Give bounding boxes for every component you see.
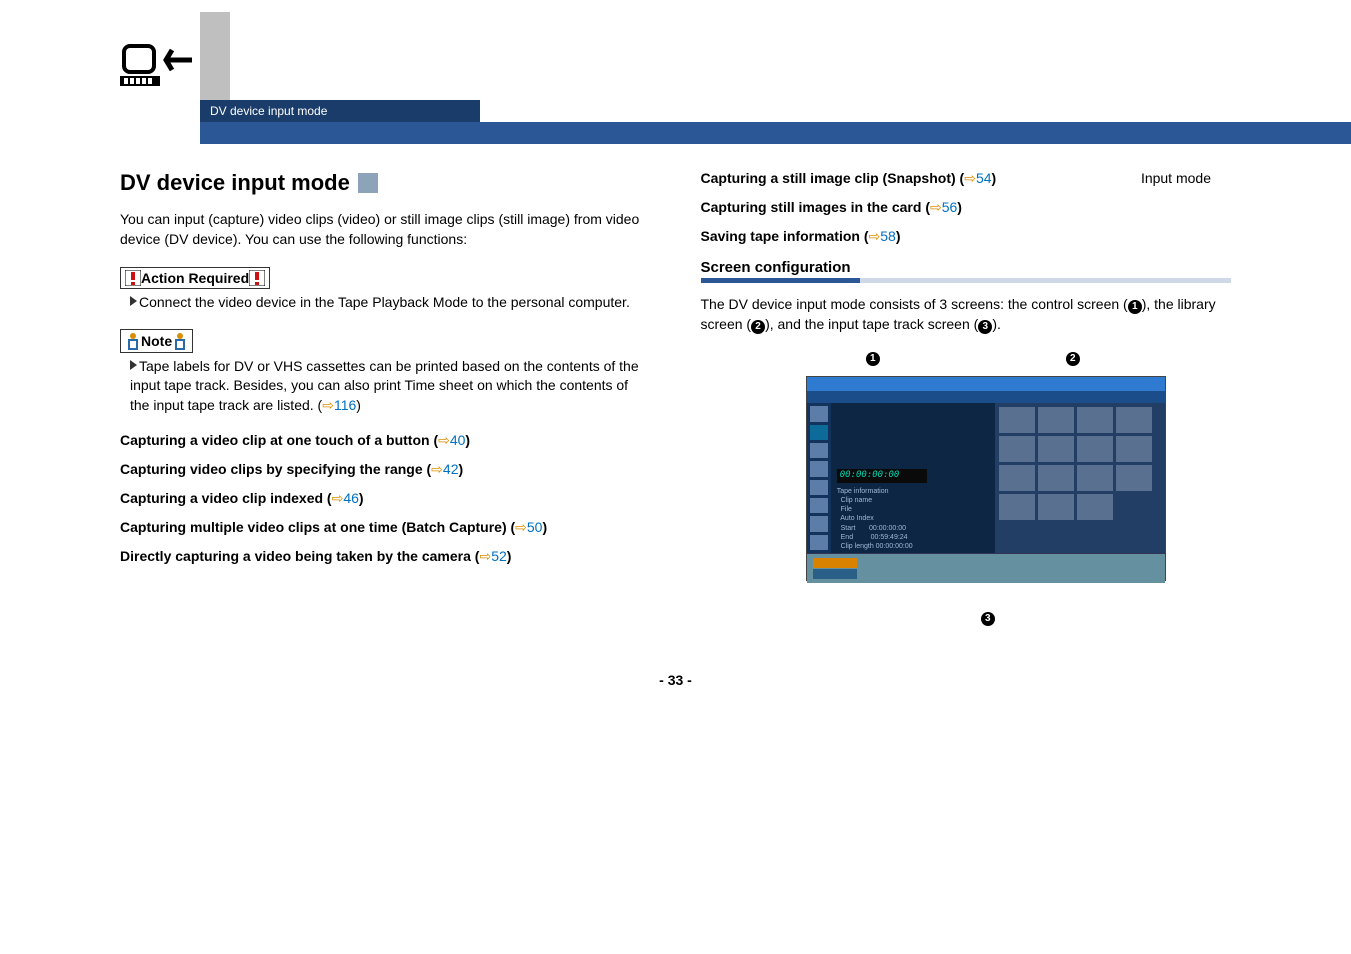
page-ref-link[interactable]: 116 [334,397,356,413]
page-ref-link[interactable]: 54 [976,170,992,186]
switch-view-tab [813,569,857,579]
action-required-label: Action Required [120,267,270,289]
intro-text: You can input (capture) video clips (vid… [120,210,651,249]
app-window-mock: 00:00:00:00 Tape information Clip name F… [806,376,1166,581]
input-mode-label: Input mode [1141,170,1211,186]
page-ref-link[interactable]: 58 [880,228,896,244]
note-icon [125,332,141,350]
right-column: Capturing a still image clip (Snapshot) … [701,170,1232,632]
dv-mode-icon [358,173,378,193]
section-tab: DV device input mode [200,100,480,122]
page-ref-link[interactable]: 50 [527,519,543,535]
control-screen-mock: 00:00:00:00 Tape information Clip name F… [831,403,995,553]
arrow-icon: ⇨ [930,199,942,215]
titlebar-mock [807,377,1165,391]
blue-strip [200,122,1351,144]
callout-2-icon: 2 [751,320,765,334]
page-ref-link[interactable]: 40 [450,432,466,448]
callout-marker-1: 1 [866,352,880,366]
topic-link[interactable]: Capturing still images in the card (⇨56) [701,199,1232,216]
callout-marker-3: 3 [981,612,995,626]
arrow-icon: ⇨ [431,461,443,477]
note-block: Note Tape labels for DV or VHS cassettes… [120,329,651,416]
topic-link[interactable]: Capturing video clips by specifying the … [120,461,651,478]
screen-config-heading: Screen configuration [701,259,1232,276]
topic-link[interactable]: Saving tape information (⇨58) [701,228,1232,245]
arrow-icon: ⇨ [332,490,344,506]
input-tape-tab [813,558,857,568]
callout-1-icon: 1 [1128,300,1142,314]
arrow-icon: ⇨ [438,432,450,448]
note-label: Note [120,329,193,353]
page-number: - 33 - [120,672,1231,688]
page-ref-link[interactable]: 56 [942,199,958,215]
callout-3-icon: 3 [978,320,992,334]
tape-info-text: Tape information Clip name File Auto Ind… [837,487,989,551]
header-bar: DV device input mode [120,100,1231,140]
note-text: Tape labels for DV or VHS cassettes can … [130,358,639,413]
left-column: DV device input mode You can input (capt… [120,170,651,632]
topic-link[interactable]: Capturing multiple video clips at one ti… [120,519,651,536]
tape-track-mock [807,553,1165,583]
action-text: Connect the video device in the Tape Pla… [139,294,630,310]
capture-logo-icon [120,42,198,93]
page-ref-link[interactable]: 52 [491,548,507,564]
arrow-icon: ⇨ [869,228,881,244]
callout-marker-2: 2 [1066,352,1080,366]
tool-palette-mock [807,403,831,553]
topic-link[interactable]: Capturing a video clip indexed (⇨46) [120,490,651,507]
alert-icon [249,270,265,286]
bullet-icon [130,360,137,370]
action-required-block: Action Required Connect the video device… [120,267,651,313]
library-screen-mock [995,403,1165,553]
bullet-icon [130,296,137,306]
arrow-icon: ⇨ [479,548,491,564]
page-ref-link[interactable]: 42 [443,461,459,477]
alert-icon [125,270,141,286]
topic-link[interactable]: Directly capturing a video being taken b… [120,548,651,565]
heading-underline [701,278,1232,283]
arrow-icon: ⇨ [322,397,334,413]
menubar-mock [807,391,1165,403]
page-title: DV device input mode [120,170,651,196]
arrow-icon: ⇨ [515,519,527,535]
page-ref-link[interactable]: 46 [343,490,359,506]
screenshot-diagram: 1 2 3 00:00:00:00 Tape information Clip … [766,352,1166,632]
arrow-icon: ⇨ [964,170,976,186]
screen-config-text: The DV device input mode consists of 3 s… [701,295,1232,334]
topic-link[interactable]: Capturing a video clip at one touch of a… [120,432,651,449]
timecode-display: 00:00:00:00 [837,469,927,483]
note-icon [172,332,188,350]
